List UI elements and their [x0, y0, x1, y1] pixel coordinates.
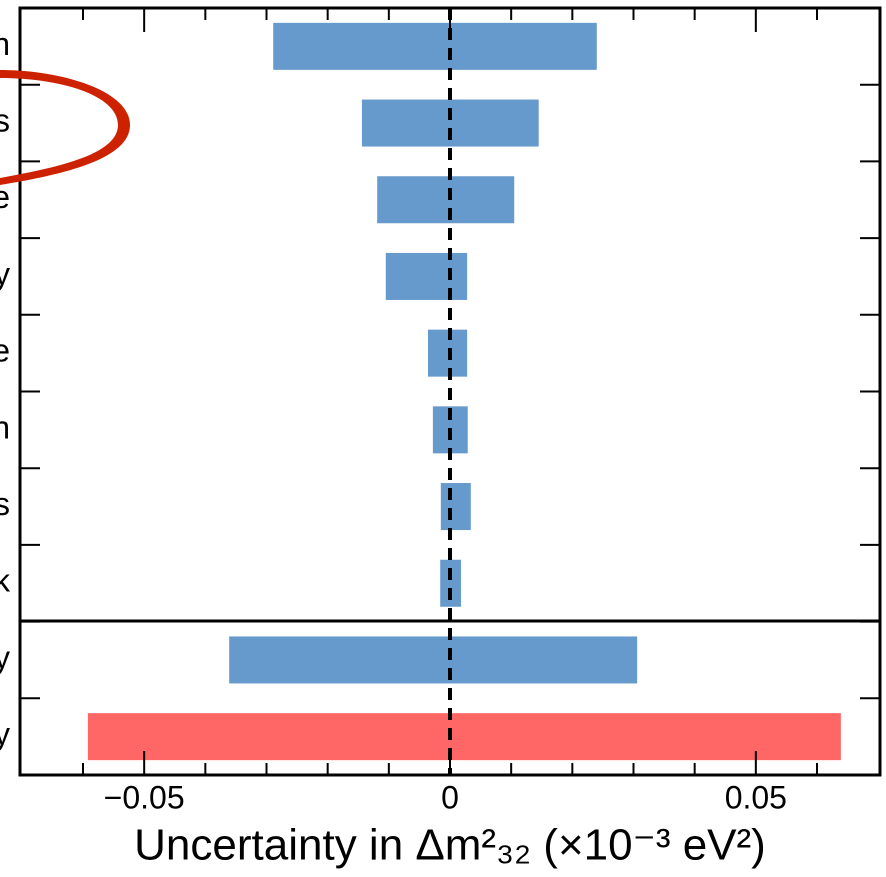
x-tick-label: 0.05: [725, 779, 787, 815]
y-tick-label: e: [0, 179, 10, 215]
y-tick-label: k: [0, 563, 11, 599]
x-tick-label: −0.05: [104, 779, 185, 815]
y-tick-label: s: [0, 103, 10, 139]
plot-area: [87, 22, 841, 761]
annotation-ellipse: [0, 70, 130, 185]
bar: [385, 252, 468, 300]
y-tick-label: y: [0, 639, 10, 675]
bar: [229, 636, 638, 684]
bar: [440, 483, 471, 531]
x-axis-label: Uncertainty in Δm²₃₂ (×10⁻³ eV²): [134, 821, 766, 870]
bar: [87, 713, 841, 761]
y-tick-label: y: [0, 256, 10, 292]
bar: [273, 22, 597, 70]
y-tick-label: n: [0, 409, 10, 445]
bar: [377, 176, 515, 224]
bar: [440, 559, 462, 607]
y-tick-label: e: [0, 333, 10, 369]
y-tick-label: s: [0, 486, 10, 522]
x-tick-label: 0: [441, 779, 459, 815]
bar: [427, 329, 468, 377]
y-tick-label: h: [0, 26, 10, 62]
y-tick-label: y: [0, 716, 10, 752]
